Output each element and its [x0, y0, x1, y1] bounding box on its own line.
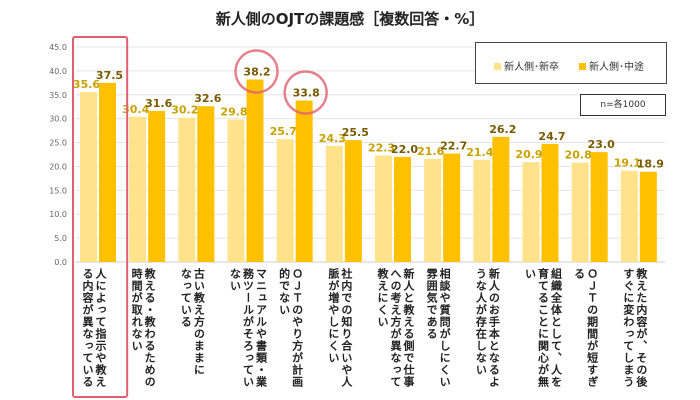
y-tick-label: 20.0 [49, 162, 67, 171]
category-label: 教えた内容が、その後 すぐに変わってしまう [621, 268, 648, 388]
y-tick-label: 25.0 [49, 139, 67, 148]
data-label: 22.0 [391, 143, 418, 156]
legend-item-mid-career: 新人側･中途 [579, 58, 644, 73]
legend-item-new-grad: 新人側･新卒 [494, 58, 559, 73]
category-label: ＯＪＴのやり方が計画 的でない [277, 268, 304, 388]
bar [80, 91, 97, 263]
bar [148, 111, 166, 263]
bar [178, 117, 196, 262]
legend-swatch [494, 63, 501, 70]
highlight-circle [283, 70, 328, 115]
bar [639, 171, 657, 262]
data-label: 20.8 [565, 149, 592, 162]
category-label: 教える・教わるための 時間が取れない [130, 268, 157, 388]
bar [424, 158, 442, 262]
bar [246, 79, 264, 262]
category-label: 新人と教える側で仕事 への考え方が異なって 教えにくい [376, 268, 415, 388]
highlight-box [72, 36, 129, 398]
data-label: 21.6 [417, 145, 444, 158]
bar [129, 116, 147, 262]
bar [325, 145, 343, 262]
category-label: ＯＪＴの期間が短すぎ る [572, 268, 599, 388]
category-label: 人によって指示や教え る内容が異なっている [81, 268, 107, 388]
data-label: 33.8 [293, 87, 320, 100]
y-tick-label: 30.0 [49, 115, 67, 124]
data-label: 25.5 [342, 126, 369, 139]
y-tick-label: 5.0 [54, 234, 67, 243]
data-label: 24.3 [319, 132, 346, 145]
data-label: 30.4 [122, 103, 149, 116]
data-label: 32.6 [194, 92, 221, 105]
data-label: 18.9 [637, 158, 664, 171]
bar [276, 139, 294, 262]
data-label: 24.7 [538, 130, 565, 143]
data-label: 26.2 [489, 123, 516, 136]
bar [197, 106, 215, 262]
bar [295, 100, 313, 262]
category-label: 組織全体として、人を 育てることに関心が無 い [523, 268, 563, 388]
data-label: 21.4 [466, 146, 493, 159]
y-tick-label: 10.0 [49, 210, 67, 219]
data-label: 25.7 [270, 125, 297, 138]
data-label: 29.8 [220, 106, 247, 119]
y-tick-label: 40.0 [49, 67, 67, 76]
data-label: 30.2 [171, 104, 198, 117]
bar [394, 156, 411, 262]
bar [541, 143, 559, 262]
data-label: 20.9 [515, 148, 542, 161]
y-tick-label: 35.0 [49, 91, 67, 100]
legend-swatch [579, 63, 586, 70]
bar [571, 162, 589, 262]
bar [492, 136, 510, 262]
y-tick-label: 0.0 [54, 258, 67, 267]
bar [443, 153, 461, 262]
category-label: 社内での知り合いや人 脈が増やしにくい [326, 268, 353, 388]
highlight-circle [234, 49, 279, 94]
category-label: 新人のお手本となるよ うな人が存在しない [474, 268, 501, 388]
bar [473, 159, 491, 262]
category-label: 相談や質問がしにくい 雰囲気である [425, 268, 452, 388]
data-label: 22.3 [368, 141, 395, 154]
sample-size-note: n=各1000 [580, 94, 666, 116]
bar [620, 170, 638, 262]
data-label: 35.6 [73, 78, 100, 91]
data-label: 22.7 [440, 140, 467, 153]
data-label: 38.2 [243, 65, 270, 78]
data-label: 37.5 [96, 69, 123, 82]
bar [522, 162, 540, 262]
bar [344, 140, 362, 262]
category-label: マニュアルや書類・業 務ツールがそろってい ない [228, 268, 268, 388]
legend: 新人側･新卒 新人側･中途 [475, 42, 667, 84]
y-tick-label: 15.0 [49, 186, 67, 195]
bar [99, 82, 116, 262]
data-label: 23.0 [588, 138, 615, 151]
bar [590, 152, 608, 262]
chart-title: 新人側のOJTの課題感［複数回答・%］ [215, 10, 485, 28]
data-label: 19.1 [614, 157, 641, 170]
category-label: 古い教え方のままに なっている [179, 268, 206, 376]
bar [227, 119, 245, 262]
bar [375, 155, 392, 262]
y-tick-label: 45.0 [49, 43, 67, 52]
data-label: 31.6 [145, 97, 172, 110]
